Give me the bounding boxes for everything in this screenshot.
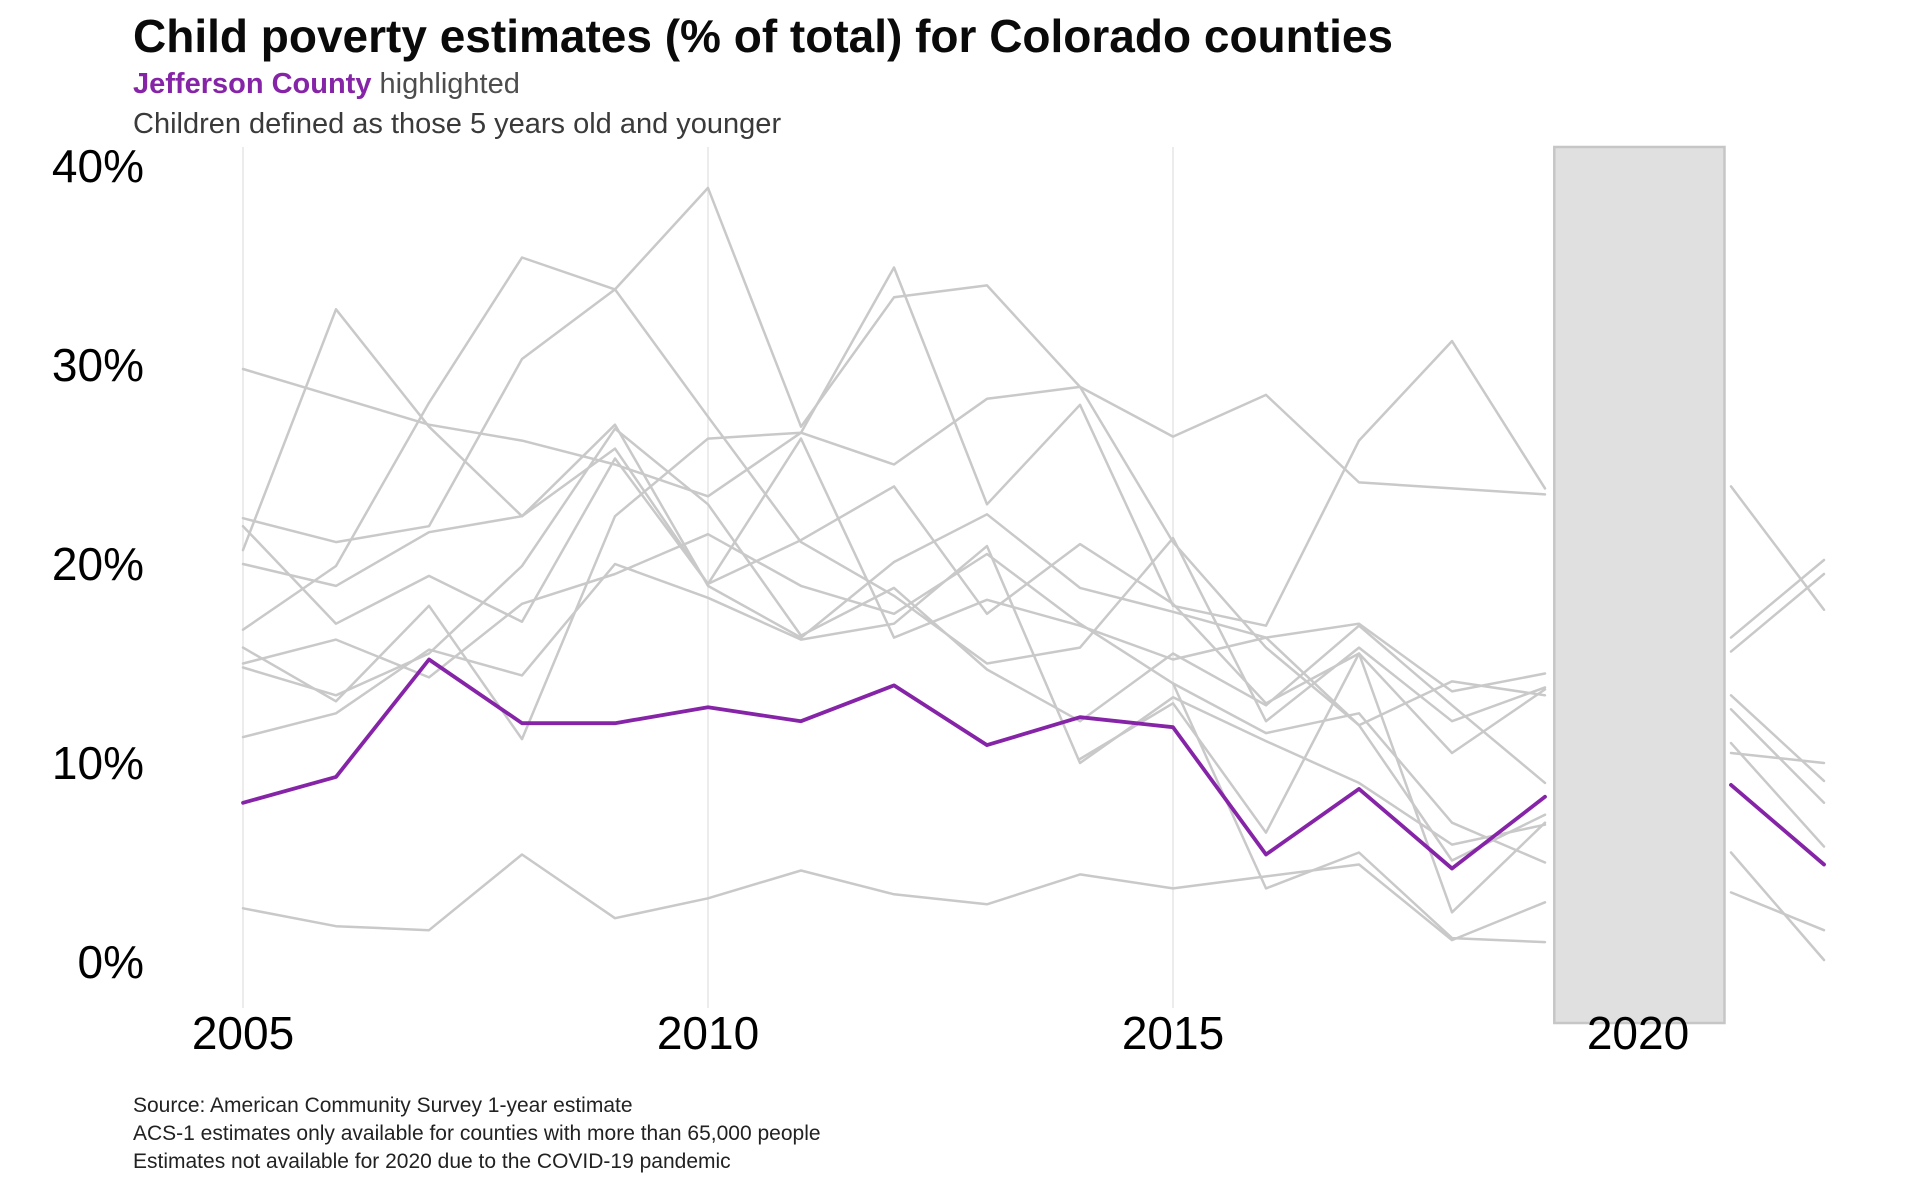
county-line[interactable] bbox=[1729, 694, 1826, 783]
county-line[interactable] bbox=[1729, 558, 1826, 639]
county-line[interactable] bbox=[1729, 891, 1826, 932]
x-tick-label: 2010 bbox=[657, 1007, 759, 1059]
county-lines-layer bbox=[241, 186, 1826, 962]
county-line[interactable] bbox=[241, 186, 1547, 862]
jefferson-county-line[interactable] bbox=[1729, 783, 1826, 867]
county-line[interactable] bbox=[1729, 851, 1826, 962]
county-line[interactable] bbox=[241, 308, 1547, 693]
county-line[interactable] bbox=[241, 256, 1547, 723]
county-line[interactable] bbox=[241, 457, 1547, 755]
y-tick-label: 30% bbox=[52, 339, 144, 391]
x-tick-label: 2015 bbox=[1122, 1007, 1224, 1059]
subtitle-highlighted-county: Jefferson County bbox=[133, 68, 371, 100]
subtitle-rest: highlighted bbox=[371, 68, 519, 100]
chart-description: Children defined as those 5 years old an… bbox=[133, 108, 781, 140]
no-data-layer bbox=[1553, 145, 1726, 1025]
y-tick-label: 10% bbox=[52, 737, 144, 789]
chart-title: Child poverty estimates (% of total) for… bbox=[133, 10, 1393, 62]
y-tick-label: 0% bbox=[78, 936, 144, 988]
county-line[interactable] bbox=[241, 367, 1547, 498]
axis-labels-layer: 0% 10% 20% 30% 40% 2005 2010 2015 2020 bbox=[52, 140, 1689, 1059]
county-line[interactable] bbox=[241, 544, 1547, 846]
county-line[interactable] bbox=[241, 427, 1547, 785]
county-line[interactable] bbox=[241, 266, 1547, 741]
y-tick-label: 40% bbox=[52, 140, 144, 192]
county-line[interactable] bbox=[1729, 741, 1826, 848]
county-line[interactable] bbox=[1729, 751, 1826, 765]
jefferson-county-line[interactable] bbox=[241, 657, 1547, 871]
county-line[interactable] bbox=[241, 437, 1547, 727]
footnote-source: Source: American Community Survey 1-year… bbox=[133, 1094, 633, 1117]
highlight-line-layer bbox=[241, 657, 1826, 871]
county-line[interactable] bbox=[1078, 652, 1547, 914]
footnote-2020: Estimates not available for 2020 due to … bbox=[133, 1150, 731, 1173]
county-line[interactable] bbox=[241, 532, 1547, 864]
county-line[interactable] bbox=[1729, 572, 1826, 653]
county-line[interactable] bbox=[1171, 682, 1547, 944]
gridline-layer bbox=[242, 147, 1639, 1008]
county-line[interactable] bbox=[1729, 485, 1826, 612]
county-line[interactable] bbox=[1729, 708, 1826, 805]
footnote-availability: ACS-1 estimates only available for count… bbox=[133, 1122, 821, 1145]
no-data-2020-region bbox=[1553, 145, 1726, 1025]
x-tick-label: 2005 bbox=[192, 1007, 294, 1059]
chart-subtitle: Jefferson County highlighted bbox=[133, 68, 520, 100]
county-line[interactable] bbox=[241, 853, 1547, 942]
x-tick-label: 2020 bbox=[1587, 1007, 1689, 1059]
y-tick-label: 20% bbox=[52, 538, 144, 590]
